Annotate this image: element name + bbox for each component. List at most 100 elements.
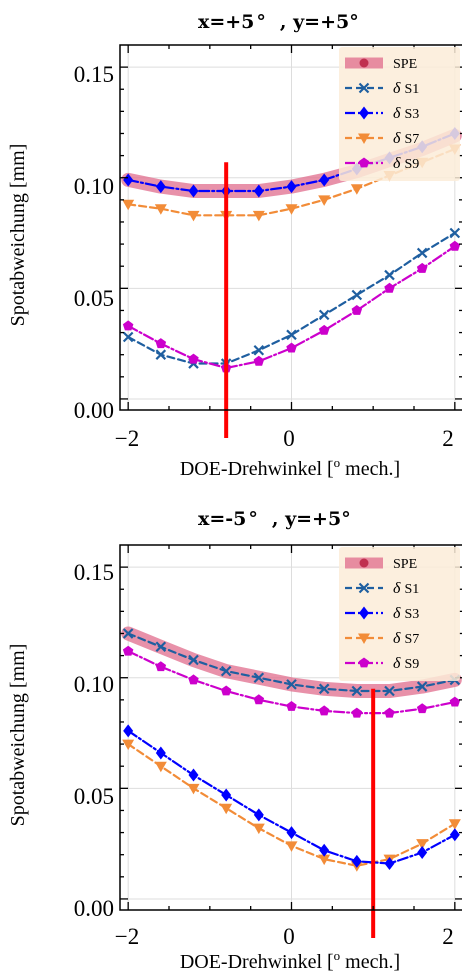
- x-tick-label: −2: [115, 426, 139, 451]
- legend-label: SPE: [393, 557, 417, 572]
- data-point: [253, 808, 264, 822]
- legend-item: δ S3: [345, 605, 419, 622]
- legend-label: δ S9: [393, 655, 419, 672]
- series-s3: [123, 724, 460, 871]
- data-point: [155, 180, 166, 194]
- legend-label: δ S7: [393, 130, 419, 147]
- y-tick-label: 0.00: [74, 398, 114, 423]
- data-point: [252, 210, 265, 222]
- data-point: [253, 672, 265, 684]
- data-point: [253, 344, 265, 356]
- data-point: [351, 289, 363, 301]
- data-point: [253, 184, 264, 198]
- data-point: [252, 823, 265, 835]
- legend-box: [339, 547, 460, 681]
- series-s9: [122, 645, 461, 718]
- data-point: [351, 854, 362, 868]
- data-point: [384, 857, 395, 871]
- data-point: [384, 707, 395, 718]
- legend-marker: [358, 633, 370, 644]
- legend-marker: [358, 157, 370, 168]
- legend-marker: [358, 582, 370, 594]
- data-point: [318, 309, 330, 321]
- data-point: [188, 654, 199, 666]
- plot-area: [121, 626, 462, 872]
- data-point: [122, 331, 134, 343]
- data-point: [417, 845, 428, 859]
- y-axis-label: Spotabweichung [mm]: [7, 144, 29, 327]
- data-point: [448, 819, 461, 830]
- data-point: [416, 839, 429, 850]
- x-tick-label: 2: [442, 924, 454, 949]
- data-point: [351, 685, 363, 697]
- data-point: [123, 173, 134, 187]
- data-point: [286, 180, 297, 194]
- x-tick-label: 0: [283, 426, 295, 451]
- legend-item: δ S1: [345, 580, 419, 597]
- data-point: [318, 854, 331, 866]
- y-axis-label: Spotabweichung [mm]: [7, 644, 29, 827]
- legend-item: SPE: [345, 57, 417, 72]
- legend-marker: [358, 657, 370, 668]
- data-point: [285, 841, 298, 852]
- chart-title: x=+5 °, y=+5°: [198, 11, 359, 33]
- x-tick-label: −2: [115, 924, 139, 949]
- data-point: [253, 694, 265, 705]
- legend-item: δ S3: [345, 105, 419, 122]
- chart-title: x=-5 °, y=+5°: [198, 508, 351, 530]
- data-point: [155, 349, 167, 360]
- data-point: [319, 173, 330, 187]
- data-point: [155, 746, 166, 760]
- data-point: [221, 788, 232, 802]
- data-point: [220, 685, 232, 696]
- legend-label: δ S3: [393, 105, 419, 122]
- data-point: [416, 703, 428, 714]
- data-point: [155, 338, 167, 349]
- data-point: [449, 696, 461, 707]
- legend-item: δ S7: [345, 130, 419, 147]
- data-point: [319, 843, 330, 857]
- data-point: [286, 701, 297, 711]
- x-tick-label: 0: [283, 924, 295, 949]
- data-point: [318, 683, 330, 695]
- data-point: [253, 355, 265, 366]
- y-tick-label: 0.10: [74, 672, 114, 697]
- legend-marker: [358, 133, 370, 144]
- data-point: [286, 679, 297, 690]
- data-point: [122, 645, 134, 656]
- data-point: [318, 324, 330, 335]
- legend-label: δ S1: [393, 580, 419, 597]
- data-point: [286, 826, 297, 840]
- legend-label: δ S9: [393, 155, 419, 172]
- legend: SPE δ S1 δ S3 δ S7 δ S9: [339, 47, 460, 181]
- data-point: [220, 803, 233, 815]
- data-point: [187, 783, 200, 795]
- data-point: [416, 681, 428, 692]
- data-point: [188, 674, 199, 685]
- data-point: [416, 247, 428, 259]
- legend-label: δ S3: [393, 605, 419, 622]
- legend-label: SPE: [393, 57, 417, 72]
- legend-item: δ S1: [345, 80, 419, 97]
- data-point: [351, 305, 363, 315]
- x-axis-label: DOE-Drehwinkel [o mech.]: [180, 948, 400, 971]
- series-s9: [122, 240, 461, 373]
- legend-marker: [359, 558, 369, 568]
- chart-panel-top: x=+5 °, y=+5° 0.15 0.10 0.05 0.00 −2 0 2 …: [7, 11, 462, 480]
- data-point: [384, 685, 395, 697]
- legend-item: δ S7: [345, 630, 419, 647]
- data-point: [318, 195, 331, 206]
- legend-marker: [359, 58, 369, 68]
- y-tick-label: 0.15: [74, 560, 114, 585]
- data-point: [286, 329, 297, 341]
- legend: SPE δ S1 δ S3 δ S7 δ S9: [339, 547, 460, 681]
- chart-panel-bottom: x=-5 °, y=+5° 0.15 0.10 0.05 0.00 −2 0 2 …: [7, 508, 462, 971]
- data-point: [187, 210, 200, 222]
- legend-marker: [359, 106, 369, 120]
- data-point: [286, 342, 297, 353]
- y-tick-label: 0.05: [74, 286, 114, 311]
- data-point: [188, 353, 199, 364]
- data-point: [318, 705, 330, 716]
- data-point: [122, 320, 134, 331]
